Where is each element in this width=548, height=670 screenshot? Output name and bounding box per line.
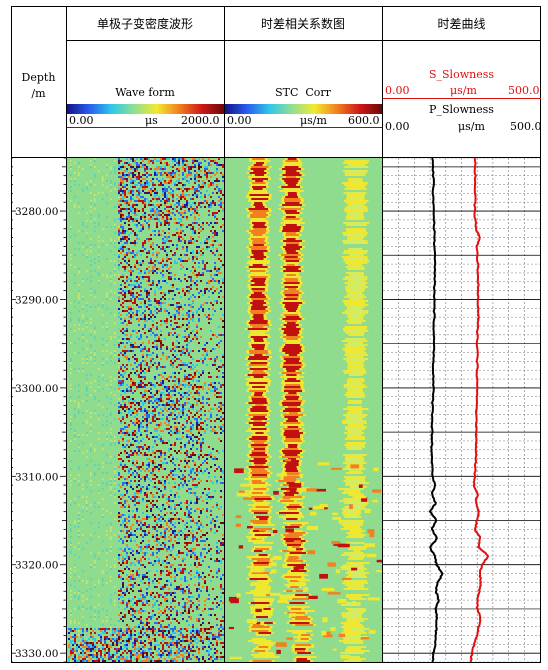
waveform-scale-min: 0.00 <box>69 114 94 127</box>
s-scale-max: 500.0 <box>508 84 540 97</box>
waveform-scale-unit: μs <box>145 114 158 127</box>
col-sep-2 <box>224 6 225 663</box>
p-slowness-label: P_Slowness <box>429 103 494 116</box>
stc-scale-max: 600.0 <box>348 114 380 127</box>
slowness-curves <box>429 158 489 662</box>
depth-tick-label: 3300.00 <box>15 383 58 395</box>
depth-axis: 3280.00 3290.00 3300.00 3310.00 3320.00 3330.… <box>11 157 66 663</box>
stc-band-s <box>275 158 317 662</box>
stc-band-p <box>244 158 280 662</box>
slowness-grid <box>383 158 540 662</box>
s-scale-unit: μs/m <box>450 84 477 97</box>
depth-tick-label: 3330.00 <box>15 648 58 660</box>
s-scale-line <box>383 98 541 99</box>
waveform-title: 单极子变密度波形 <box>96 17 193 31</box>
stc-title: 时差相关系数图 <box>260 17 345 31</box>
p-scale-min: 0.00 <box>385 120 410 133</box>
p-scale-max: 500.0 <box>510 120 542 133</box>
depth-tick-label: 3290.00 <box>15 294 58 306</box>
waveform-colorbar <box>67 104 224 114</box>
stc-colorbar <box>225 104 382 114</box>
p-slowness-curve <box>429 158 444 662</box>
col-sep-3 <box>382 6 383 663</box>
stc-scale-min: 0.00 <box>227 114 252 127</box>
slowness-title: 时差曲线 <box>437 17 486 31</box>
depth-tick-label: 3320.00 <box>15 560 58 572</box>
waveform-curve-label: Wave form <box>115 86 175 99</box>
depth-tick-label: 3310.00 <box>15 471 58 483</box>
stc-scale-unit: μs/m <box>300 114 327 127</box>
title-row-line <box>66 40 541 41</box>
depth-tick-label: 3280.00 <box>15 206 58 218</box>
waveform-track <box>67 158 224 662</box>
col-sep-1 <box>66 6 67 663</box>
stc-band-stoneley <box>338 160 370 662</box>
stc-track <box>225 158 382 662</box>
stc-scale-line <box>225 127 382 128</box>
s-slowness-label: S_Slowness <box>428 68 494 81</box>
waveform-scale-line <box>67 127 224 128</box>
stc-scatter <box>228 458 382 660</box>
depth-label: Depth <box>21 71 56 84</box>
depth-unit: /m <box>31 87 46 100</box>
stc-curve-label: STC Corr <box>275 86 331 99</box>
s-slowness-curve <box>469 158 489 662</box>
depth-header: Depth /m <box>11 70 66 102</box>
header-bottom-line <box>11 157 541 158</box>
p-scale-unit: μs/m <box>458 120 485 133</box>
waveform-scale-max: 2000.0 <box>181 114 220 127</box>
s-scale-min: 0.00 <box>385 84 410 97</box>
